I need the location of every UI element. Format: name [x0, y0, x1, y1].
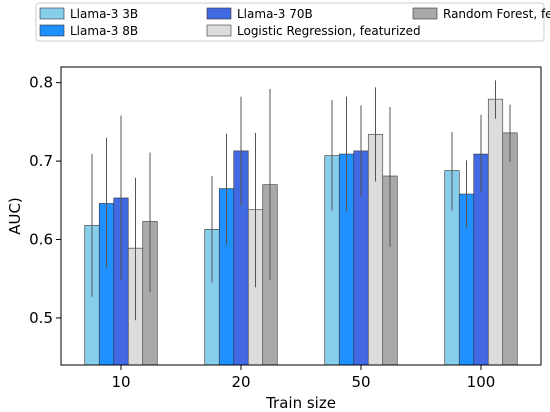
x-tick-label: 50	[351, 373, 370, 391]
legend-swatch	[206, 7, 232, 20]
y-axis-label: AUC)	[6, 197, 24, 235]
x-axis-label: Train size	[265, 394, 336, 412]
x-axis: 10 20 50 100	[111, 365, 495, 391]
error-bars	[91, 80, 511, 321]
x-tick-label: 100	[467, 373, 496, 391]
y-tick-label: 0.5	[29, 309, 53, 327]
legend-swatch	[39, 7, 65, 20]
x-tick-label: 20	[231, 373, 250, 391]
plot-frame	[60, 66, 542, 366]
legend-label: Llama-3 8B	[70, 24, 138, 38]
legend-swatch	[39, 24, 65, 37]
y-axis: 0.5 0.6 0.7 0.8	[29, 74, 61, 327]
legend-label: Random Forest, featurized	[443, 7, 550, 21]
legend-label: Llama-3 3B	[70, 7, 138, 21]
legend-label: Logistic Regression, featurized	[237, 24, 421, 38]
bar	[487, 98, 504, 366]
legend: Llama-3 3B Llama-3 8B Llama-3 70B Logistic …	[35, 2, 550, 42]
y-tick-label: 0.7	[29, 152, 53, 170]
bar	[502, 132, 518, 366]
y-tick-label: 0.8	[29, 74, 53, 92]
x-tick-label: 10	[111, 373, 130, 391]
y-tick-label: 0.6	[29, 231, 53, 249]
legend-swatch	[206, 24, 232, 37]
legend-swatch	[412, 7, 438, 20]
legend-label: Llama-3 70B	[237, 7, 313, 21]
